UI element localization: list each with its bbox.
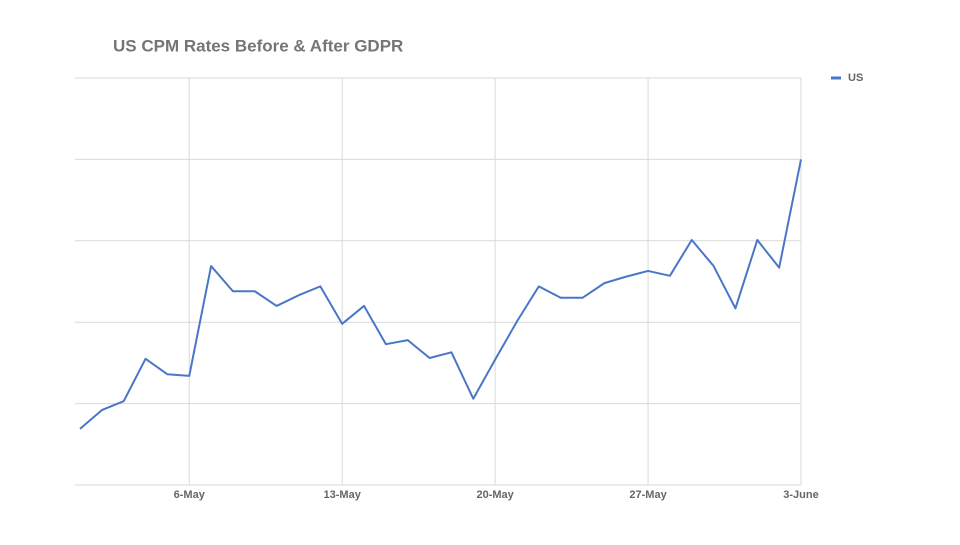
x-tick-label: 20-May bbox=[476, 489, 514, 501]
x-tick-label: 3-June bbox=[783, 489, 818, 501]
chart-title: US CPM Rates Before & After GDPR bbox=[113, 36, 403, 55]
legend-label: US bbox=[848, 72, 863, 84]
legend-swatch bbox=[831, 76, 841, 80]
x-tick-label: 13-May bbox=[324, 489, 362, 501]
line bbox=[79, 159, 802, 430]
x-tick-label: 6-May bbox=[174, 489, 206, 501]
x-tick-label: 27-May bbox=[629, 489, 667, 501]
